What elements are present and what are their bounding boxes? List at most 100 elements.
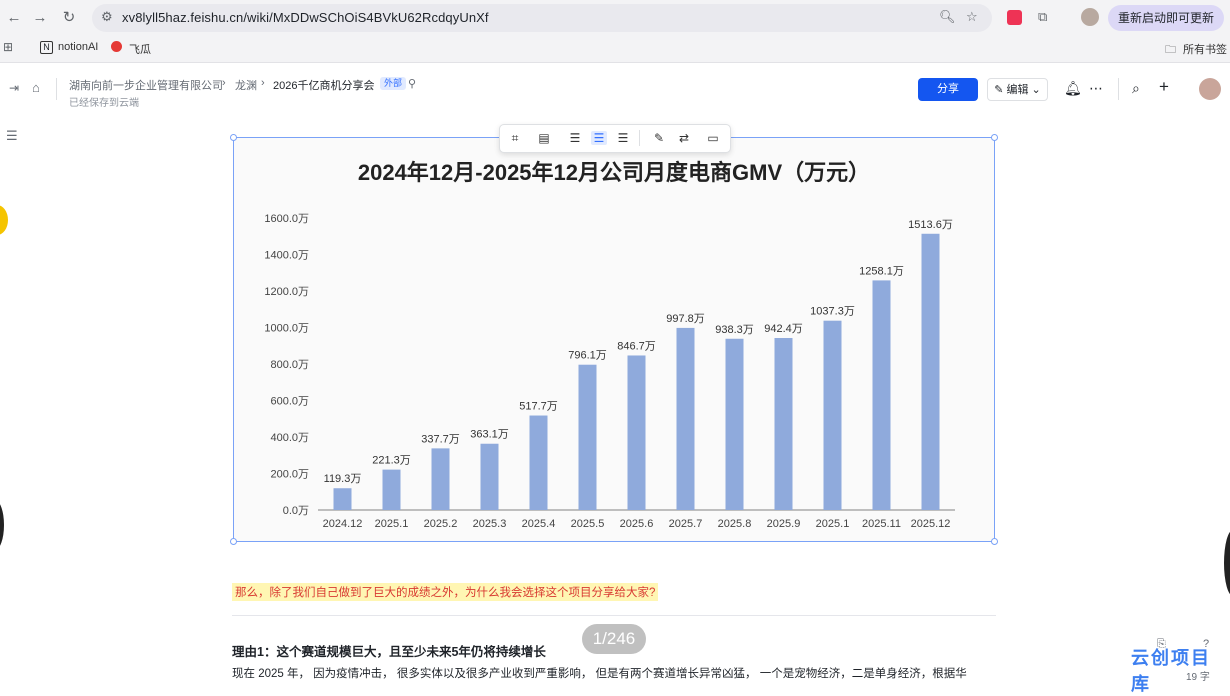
all-bookmarks[interactable]: 所有书签 (1183, 44, 1227, 56)
reload-icon[interactable]: ↻ (62, 9, 76, 26)
y-tick-label: 1400.0万 (264, 250, 309, 262)
address-bar[interactable] (92, 4, 992, 32)
zoom-icon[interactable]: 🔍︎ (939, 9, 956, 24)
extension-icon[interactable] (1007, 10, 1022, 25)
share-label: 分享 (937, 83, 959, 95)
header-divider (1118, 78, 1119, 100)
breadcrumb-company[interactable]: 湖南向前一步企业管理有限公司 (69, 80, 223, 92)
add-icon[interactable]: + (1159, 77, 1169, 96)
forward-icon[interactable]: → (32, 9, 48, 26)
bar (627, 355, 646, 510)
assistant-float-icon[interactable] (0, 205, 8, 235)
site-info-icon[interactable]: ⚙ (101, 9, 113, 24)
chart-image-frame[interactable] (233, 137, 995, 542)
side-overlay (1224, 530, 1230, 596)
more-options-icon[interactable]: ⋯ (1089, 80, 1103, 96)
bookmark-star-icon[interactable]: ☆ (966, 9, 978, 24)
breadcrumb-separator: › (261, 77, 265, 89)
bar (774, 338, 793, 510)
outline-toggle-icon[interactable]: ⇥ (9, 81, 20, 95)
folder-icon: 🗀 (1165, 44, 1176, 56)
x-tick-label: 2025.7 (669, 518, 703, 530)
bar-value-label: 1258.1万 (859, 265, 904, 277)
saved-status: 已经保存到云端 (69, 98, 139, 109)
bookmark-feigua[interactable]: 飞瓜 (129, 44, 151, 56)
x-tick-label: 2025.12 (911, 518, 951, 530)
x-tick-label: 2025.11 (862, 518, 901, 530)
feigua-icon (111, 41, 122, 52)
sidebar-menu-icon[interactable]: ☰ (6, 128, 18, 143)
edit-button[interactable]: ✎ 编辑 ⌄ (987, 78, 1048, 101)
bar-value-label: 337.7万 (421, 433, 460, 445)
x-tick-label: 2025.3 (473, 518, 507, 530)
notion-icon: N (40, 41, 53, 54)
pin-icon[interactable]: ⚲ (408, 78, 417, 90)
notification-bell-icon[interactable]: 🔔︎ (1064, 80, 1082, 96)
bar (725, 338, 744, 510)
header-divider (56, 78, 57, 100)
image-toolbar: ⌗ ▤ ☰ ☰ ☰ ✎ ⇄ ▭ (499, 124, 731, 153)
url-text[interactable]: xv8lyll5haz.feishu.cn/wiki/MxDDwSChOiS4B… (122, 10, 489, 25)
breadcrumb-longyuan[interactable]: 龙渊 (235, 80, 257, 92)
y-tick-label: 600.0万 (270, 396, 309, 408)
align-center-icon[interactable]: ☰ (591, 131, 607, 145)
restart-update-button[interactable]: 重新启动即可更新 (1108, 5, 1224, 31)
bar (333, 488, 352, 510)
align-left-icon[interactable]: ☰ (569, 131, 581, 145)
x-tick-label: 2025.6 (620, 518, 654, 530)
highlighted-question: 那么，除了我们自己做到了巨大的成绩之外，为什么我会选择这个项目分享给大家? (232, 583, 659, 601)
share-button[interactable]: 分享 (918, 78, 978, 101)
x-tick-label: 2025.2 (424, 518, 458, 530)
align-right-icon[interactable]: ☰ (617, 131, 629, 145)
gmv-bar-chart: 2024年12月-2025年12月公司月度电商GMV（万元） 0.0万 200.0万… (264, 160, 955, 530)
breadcrumb-current[interactable]: 2026千亿商机分享会 (273, 80, 375, 92)
x-tick-label: 2025.8 (718, 518, 752, 530)
user-avatar[interactable] (1199, 78, 1221, 100)
page-indicator: 1/246 (582, 624, 646, 654)
help-icon[interactable]: ? (1203, 638, 1210, 650)
crop-icon[interactable]: ⌗ (511, 131, 519, 145)
external-badge: 外部 (380, 77, 407, 90)
side-overlay (0, 500, 4, 550)
apps-grid-icon[interactable]: ⊞ (3, 40, 14, 54)
bar (382, 469, 401, 510)
doc-stats-icon[interactable]: ⎘ (1157, 638, 1166, 650)
bar-value-label: 1513.6万 (908, 219, 953, 231)
resize-handle[interactable] (230, 538, 237, 545)
bar (480, 443, 499, 510)
bar-value-label: 119.3万 (324, 473, 362, 485)
body-paragraph: 现在 2025 年， 因为疫情冲击， 很多实体以及很多产业收到严重影响， 但是有… (232, 668, 967, 680)
chevron-down-icon: ⌄ (1028, 84, 1041, 96)
breadcrumb-separator: › (222, 77, 226, 89)
resize-handle[interactable] (230, 134, 237, 141)
extensions-puzzle-icon[interactable]: ⧉ (1038, 9, 1048, 24)
bar (823, 320, 842, 510)
x-tick-label: 2025.9 (767, 518, 801, 530)
doc-header (0, 63, 1230, 113)
resize-handle[interactable] (991, 538, 998, 545)
chart-title: 2024年12月-2025年12月公司月度电商GMV（万元） (358, 160, 870, 185)
bar (676, 327, 695, 510)
x-tick-label: 2025.1 (816, 518, 850, 530)
x-tick-label: 2025.4 (522, 518, 556, 530)
text-wrap-icon[interactable]: ⇄ (678, 131, 690, 145)
x-tick-label: 2025.5 (571, 518, 605, 530)
search-icon[interactable]: ⌕ (1132, 80, 1140, 96)
section-divider (232, 615, 996, 616)
y-tick-label: 200.0万 (270, 469, 309, 481)
y-tick-label: 1600.0万 (264, 213, 309, 225)
bar (921, 233, 940, 510)
toolbar-divider (639, 130, 640, 146)
reason-heading: 理由1：这个赛道规模巨大，且至少未来5年仍将持续增长 (232, 645, 546, 659)
caption-icon[interactable]: ▤ (538, 131, 550, 145)
edit-label: 编辑 (1006, 84, 1029, 96)
home-icon[interactable]: ⌂ (32, 80, 40, 95)
x-tick-label: 2025.1 (375, 518, 409, 530)
resize-handle[interactable] (991, 134, 998, 141)
back-icon[interactable]: ← (6, 9, 22, 26)
bookmark-notionai[interactable]: notionAI (58, 41, 99, 53)
edit-pencil-icon: ✎ (994, 84, 1007, 96)
annotate-icon[interactable]: ✎ (653, 131, 665, 145)
comment-icon[interactable]: ▭ (707, 131, 719, 145)
profile-avatar[interactable] (1081, 8, 1099, 26)
